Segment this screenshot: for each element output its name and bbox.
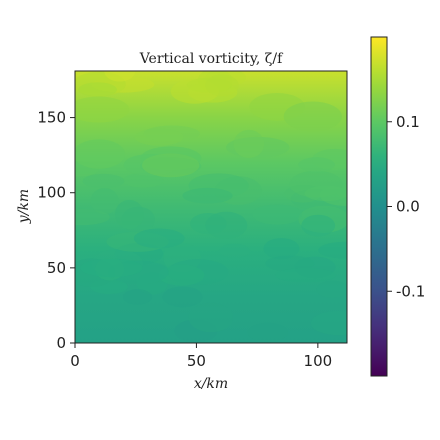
eddy-patch [318, 241, 347, 259]
colorbar-tick-label: 0.0 [396, 198, 420, 216]
eddy-texture [75, 71, 347, 343]
y-tick-label: 0 [56, 334, 66, 352]
eddy-patch [265, 255, 315, 272]
colorbar-tick-label: 0.1 [396, 113, 420, 131]
eddy-patch [298, 157, 336, 173]
plot-frame [74, 70, 348, 344]
colorbar-fill [370, 36, 388, 377]
x-tick-label: 100 [304, 352, 333, 370]
eddy-patch [104, 71, 136, 82]
eddy-patch [134, 128, 184, 146]
heatmap-area [75, 71, 347, 343]
eddy-patch [263, 237, 300, 260]
eddy-patch [310, 310, 347, 336]
eddy-patch [205, 211, 248, 239]
y-tick-label: 100 [37, 184, 66, 202]
eddy-patch [275, 268, 337, 283]
colorbar-ticks: -0.1 0.0 0.1 [387, 113, 425, 300]
eddy-patch [205, 74, 239, 97]
x-tick-label: 50 [187, 352, 206, 370]
eddy-patch [78, 82, 118, 97]
x-tick-label: 0 [70, 352, 80, 370]
y-tick-label: 50 [47, 259, 66, 277]
eddy-patch [75, 139, 126, 169]
eddy-patch [82, 173, 125, 189]
eddy-patch [80, 258, 143, 278]
eddy-patch [123, 173, 164, 188]
eddy-patch [283, 101, 342, 132]
eddy-patch [133, 228, 185, 249]
colorbar: -0.1 0.0 0.1 [370, 36, 425, 377]
eddy-patch [122, 289, 153, 305]
eddy-patch [182, 187, 233, 204]
eddy-patch [90, 187, 119, 215]
eddy-patch [301, 214, 336, 237]
x-axis: 0 50 100 [70, 343, 332, 370]
eddy-patch [115, 199, 144, 230]
y-axis-label: y/km [16, 189, 32, 224]
eddy-patch [162, 286, 203, 308]
chart-title: Vertical vorticity, ζ/f [139, 51, 284, 67]
eddy-patch [142, 153, 200, 178]
colorbar-tick-label: -0.1 [396, 282, 425, 300]
eddy-patch [252, 204, 303, 225]
eddy-patch [316, 280, 347, 298]
y-tick-label: 150 [37, 109, 66, 127]
eddy-patch [304, 185, 347, 202]
eddy-patch [158, 264, 205, 286]
eddy-patch [75, 96, 130, 123]
eddy-patch [247, 322, 288, 343]
eddy-patch [188, 302, 233, 333]
x-axis-label: x/km [194, 376, 228, 392]
eddy-patch [233, 129, 265, 158]
y-axis: 0 50 100 150 [37, 109, 75, 352]
eddy-patch [218, 243, 251, 258]
